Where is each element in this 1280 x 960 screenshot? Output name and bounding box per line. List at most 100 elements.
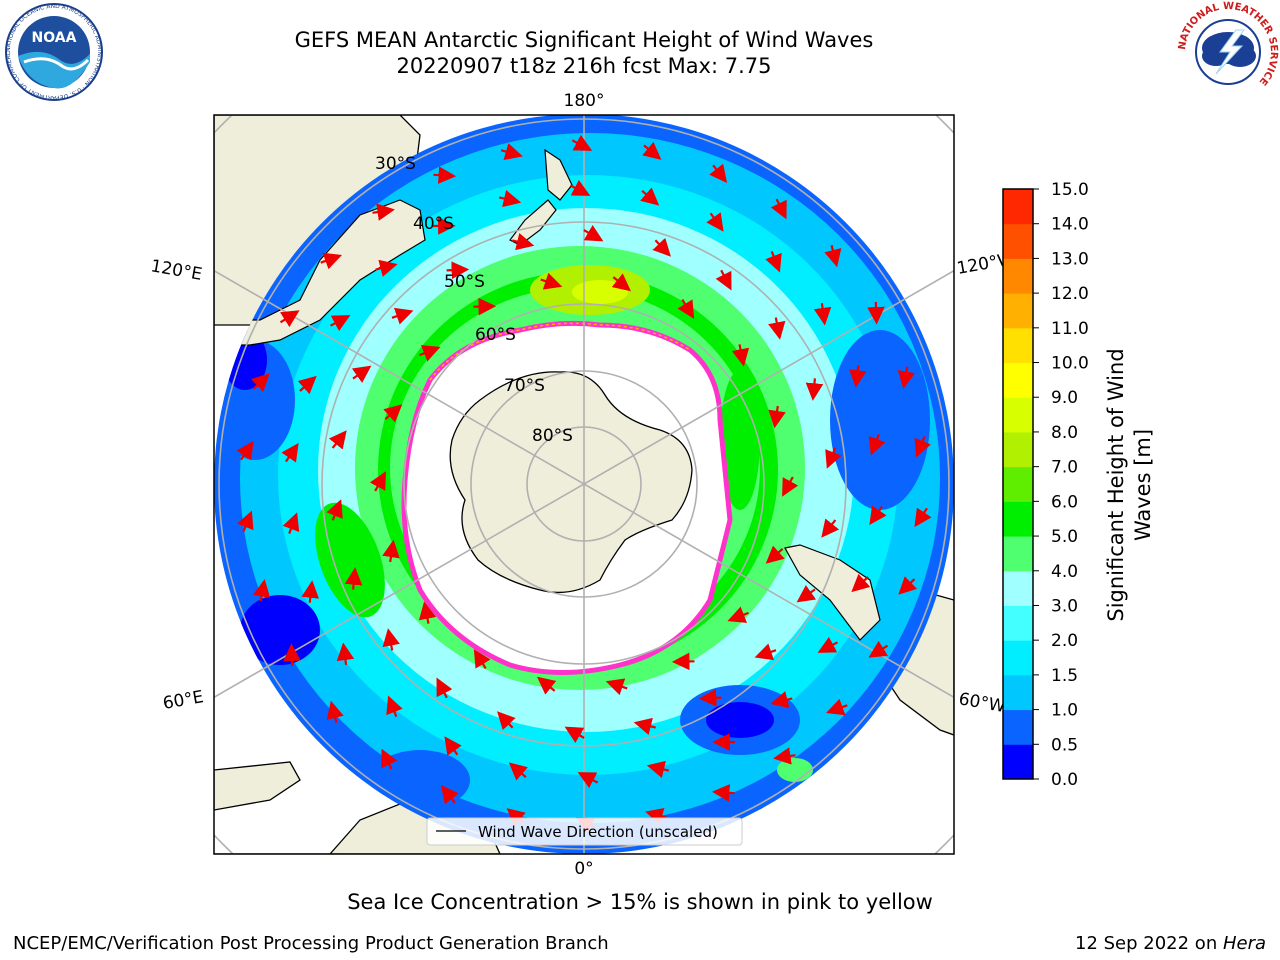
- wave-direction-arrow: [754, 643, 777, 661]
- wave-direction-arrow: [796, 585, 817, 603]
- wave-direction-arrow: [498, 189, 522, 208]
- wave-direction-arrow: [351, 365, 372, 383]
- footer-credit: NCEP/EMC/Verification Post Processing Pr…: [13, 933, 609, 954]
- colorbar: 0.0 0.5 1.0 1.5 2.0 3.0 4.0 5.0 6.0 7.0 8.0 9.0 10.0…: [1002, 180, 1089, 790]
- wave-direction-arrow: [440, 785, 459, 805]
- lat-label-50s: 50°S: [444, 272, 485, 292]
- colorbar-tick-label: 4.0: [1051, 562, 1078, 582]
- wave-direction-arrow: [813, 302, 832, 326]
- noaa-logo-text: NOAA: [32, 30, 77, 46]
- lon-label-0: 0°: [574, 859, 593, 879]
- lat-label-40s: 40°S: [413, 214, 454, 234]
- wave-direction-arrow: [645, 807, 668, 825]
- wave-direction-arrow: [571, 134, 593, 151]
- wave-direction-arrow: [372, 203, 395, 221]
- wave-direction-arrow: [444, 736, 462, 756]
- colorbar-segment: [1003, 293, 1033, 329]
- wave-direction-arrow: [386, 695, 403, 717]
- wave-direction-arrow: [512, 233, 535, 251]
- wave-direction-arrow: [640, 187, 660, 206]
- footer-host: Hera: [1222, 933, 1266, 954]
- wave-direction-arrow: [500, 143, 523, 161]
- wave-direction-arrow: [768, 317, 786, 340]
- wave-direction-arrow: [383, 404, 403, 423]
- colorbar-tick-label: 13.0: [1051, 249, 1089, 269]
- colorbar-tick-label: 3.0: [1051, 596, 1078, 616]
- wave-direction-arrow: [382, 539, 400, 563]
- wave-direction-arrow: [329, 315, 351, 332]
- wave-direction-arrow: [236, 440, 254, 461]
- wave-direction-arrow: [446, 261, 470, 279]
- wave-direction-arrow: [848, 365, 867, 388]
- wave-direction-arrow: [698, 689, 722, 707]
- wave-direction-arrow: [898, 576, 918, 595]
- colorbar-segment: [1003, 362, 1033, 398]
- colorbar-segment: [1003, 501, 1033, 537]
- wave-direction-arrow: [282, 512, 300, 534]
- colorbar-tick-label: 10.0: [1051, 354, 1089, 374]
- wave-direction-arrow: [344, 567, 363, 590]
- colorbar-label: Significant Height of Wind Waves [m]: [1104, 348, 1155, 621]
- legend-label: Wind Wave Direction (unscaled): [478, 823, 718, 841]
- colorbar-tick-label: 7.0: [1051, 458, 1078, 478]
- wave-direction-arrow: [611, 273, 631, 292]
- colorbar-tick-label: 14.0: [1051, 215, 1089, 235]
- wave-direction-arrow: [418, 601, 437, 624]
- wave-direction-arrow: [770, 198, 787, 220]
- colorbar-tick-label: 15.0: [1051, 180, 1089, 200]
- wind-wave-arrows: [236, 134, 932, 834]
- colorbar-segment: [1003, 744, 1033, 780]
- lon-label-180: 180°: [564, 91, 605, 111]
- colorbar-tick-label: 0.0: [1051, 770, 1078, 790]
- map-frame: [213, 114, 955, 855]
- wave-direction-arrow: [768, 405, 786, 429]
- wave-direction-arrow: [320, 252, 343, 270]
- colorbar-segment: [1003, 709, 1033, 745]
- wave-direction-arrow: [652, 237, 671, 257]
- colorbar-segment: [1003, 466, 1033, 502]
- wave-direction-arrow: [577, 772, 599, 789]
- wave-direction-arrow: [709, 163, 728, 183]
- wave-direction-arrow: [867, 301, 885, 325]
- wave-direction-arrow: [381, 748, 398, 770]
- wave-direction-arrow: [279, 310, 300, 328]
- colorbar-segment: [1003, 674, 1033, 711]
- colorbar-tick-label: 9.0: [1051, 388, 1078, 408]
- wave-direction-arrow: [727, 606, 749, 623]
- wave-direction-arrow: [770, 691, 793, 709]
- wave-direction-arrow: [252, 579, 271, 602]
- wave-direction-arrow: [391, 307, 414, 325]
- colorbar-tick-label: 0.5: [1051, 735, 1078, 755]
- wave-direction-arrow: [326, 700, 344, 723]
- wave-direction-arrow: [782, 476, 799, 497]
- wave-direction-arrow: [731, 344, 750, 367]
- lat-label-80s: 80°S: [532, 426, 573, 446]
- colorbar-segment: [1003, 536, 1033, 572]
- wave-direction-arrow: [375, 259, 398, 277]
- map-legend: Wind Wave Direction (unscaled): [426, 817, 743, 846]
- wave-direction-arrow: [283, 643, 301, 667]
- wave-direction-arrow: [633, 717, 656, 735]
- colorbar-tick-label: 1.5: [1051, 666, 1078, 686]
- chart-subtitle: 20220907 t18z 216h fcst Max: 7.75: [396, 54, 772, 78]
- wave-direction-arrow: [711, 784, 735, 802]
- wave-direction-arrow: [382, 628, 400, 651]
- antarctica-landmass: [449, 371, 693, 594]
- colorbar-segment: [1003, 605, 1033, 641]
- wave-direction-arrow: [419, 345, 441, 362]
- lat-label-60s: 60°S: [475, 325, 516, 345]
- wave-direction-arrow: [250, 373, 270, 392]
- nws-logo-icon: NATIONAL WEATHER SERVICE: [1177, 1, 1279, 102]
- colorbar-tick-label: 1.0: [1051, 701, 1078, 721]
- wave-direction-arrow: [583, 224, 604, 242]
- wave-direction-arrow: [715, 269, 732, 291]
- chart-title: GEFS MEAN Antarctic Significant Height o…: [294, 28, 874, 52]
- wave-direction-arrow: [564, 726, 585, 744]
- wave-direction-arrow: [765, 545, 785, 564]
- colorbar-tick-label: 2.0: [1051, 631, 1078, 651]
- wave-direction-arrow: [301, 580, 320, 603]
- wave-direction-arrow: [642, 141, 662, 160]
- wave-direction-arrow: [569, 179, 591, 196]
- colorbar-label-line1: Significant Height of Wind: [1104, 348, 1128, 621]
- lon-label-60w: 60°W: [957, 689, 1007, 717]
